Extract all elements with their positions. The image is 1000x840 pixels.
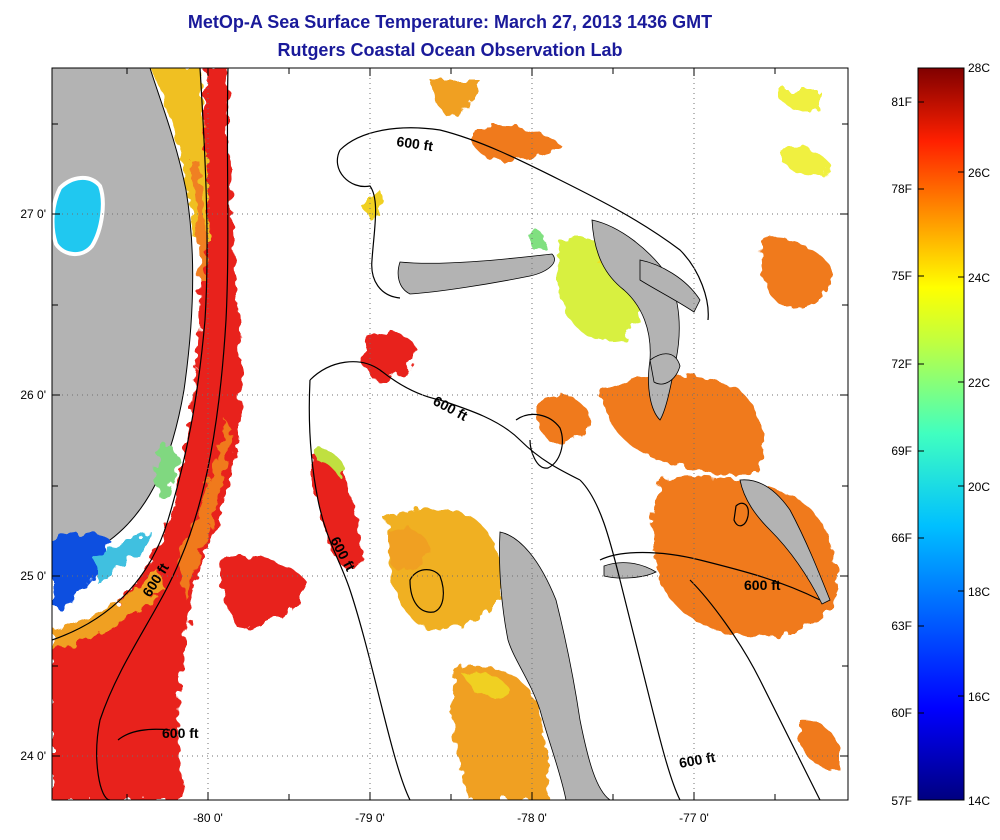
lat-label-27: 27 0' <box>20 207 46 221</box>
lon-label-77: -77 0' <box>679 811 709 825</box>
sst-central-patches <box>219 80 840 800</box>
colorbar-f-60: 60F <box>891 706 912 720</box>
contour-label-top: 600 ft <box>396 133 435 154</box>
contour-label-southwest: 600 ft <box>162 725 199 741</box>
colorbar-f-69: 69F <box>891 444 912 458</box>
bahamas-land <box>397 219 831 800</box>
lat-label-26: 26 0' <box>20 388 46 402</box>
colorbar-f-63: 63F <box>891 619 912 633</box>
colorbar-f-66: 66F <box>891 531 912 545</box>
lon-label-80: -80 0' <box>193 811 223 825</box>
contour-label-southeast: 600 ft <box>678 749 717 771</box>
colorbar-c-16: 16C <box>968 690 990 704</box>
colorbar: 28C 26C 24C 22C 20C 18C 16C 14C 81F 78F … <box>891 61 990 808</box>
lat-label-25: 25 0' <box>20 569 46 583</box>
lon-label-78: -78 0' <box>517 811 547 825</box>
colorbar-f-57: 57F <box>891 794 912 808</box>
map-frame <box>51 67 849 801</box>
colorbar-gradient <box>917 67 965 801</box>
colorbar-f-72: 72F <box>891 357 912 371</box>
colorbar-c-18: 18C <box>968 585 990 599</box>
colorbar-c-20: 20C <box>968 480 990 494</box>
colorbar-f-78: 78F <box>891 182 912 196</box>
lon-label-79: -79 0' <box>355 811 385 825</box>
lat-label-24: 24 0' <box>20 749 46 763</box>
sst-florida-bay <box>52 444 178 608</box>
colorbar-f-75: 75F <box>891 269 912 283</box>
map-subtitle: Rutgers Coastal Ocean Observation Lab <box>277 40 623 60</box>
colorbar-c-26: 26C <box>968 166 990 180</box>
contour-label-east: 600 ft <box>744 577 781 593</box>
colorbar-c-22: 22C <box>968 376 990 390</box>
map-ticks <box>52 68 848 800</box>
colorbar-c-14: 14C <box>968 794 990 808</box>
lake-okeechobee <box>52 176 105 256</box>
map-area: 600 ft 600 ft 600 ft 600 ft 600 ft 600 f… <box>52 68 848 800</box>
colorbar-c-24: 24C <box>968 271 990 285</box>
colorbar-f-81: 81F <box>891 95 912 109</box>
graticule <box>52 68 848 800</box>
map-title: MetOp-A Sea Surface Temperature: March 2… <box>187 12 713 32</box>
isobath-600ft <box>52 68 821 800</box>
colorbar-c-28: 28C <box>968 61 990 75</box>
